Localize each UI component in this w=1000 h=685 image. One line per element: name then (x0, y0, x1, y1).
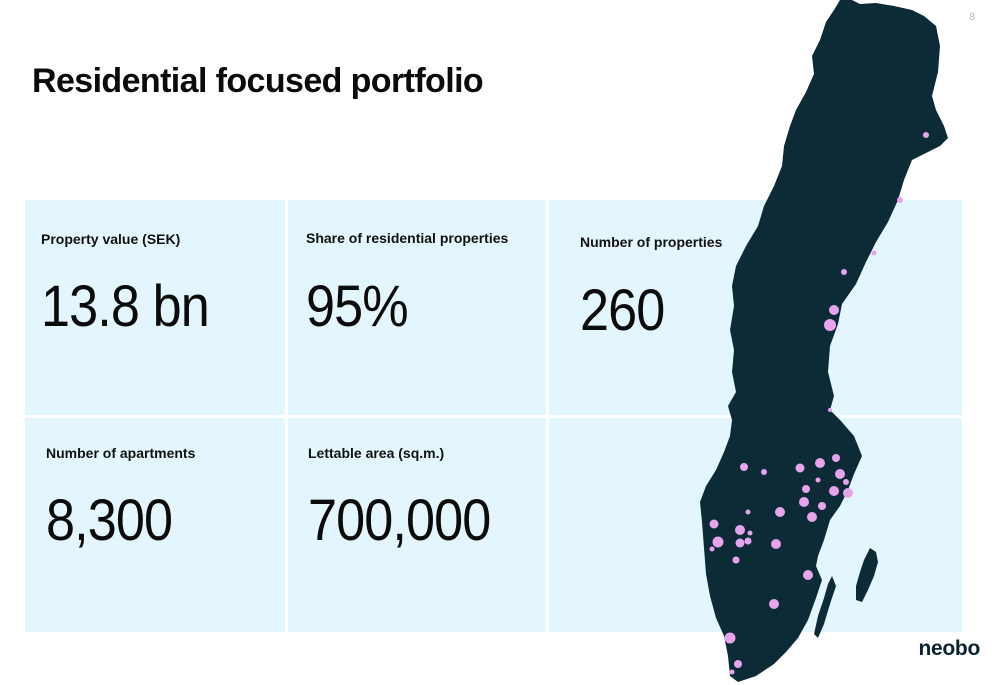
sweden-map (700, 0, 948, 682)
metric-label: Property value (SEK) (41, 231, 181, 247)
location-dot-icon (871, 250, 877, 256)
location-dot-icon (803, 570, 813, 580)
location-dot-icon (841, 269, 847, 275)
location-dot-icon (735, 525, 745, 535)
location-dot-icon (745, 509, 751, 515)
location-dot-icon (732, 556, 740, 564)
location-dot-icon (740, 463, 748, 471)
location-dot-icon (709, 519, 719, 529)
location-dot-icon (729, 669, 735, 675)
location-dot-icon (712, 536, 724, 548)
location-dot-icon (747, 530, 753, 536)
location-dot-icon (771, 539, 781, 549)
neobo-logo: neobo (918, 637, 981, 660)
location-markers (709, 132, 929, 675)
page-number: 8 (969, 12, 975, 23)
location-dot-icon (835, 469, 845, 479)
location-dot-icon (897, 197, 903, 203)
location-dot-icon (818, 502, 826, 510)
location-dot-icon (824, 319, 836, 331)
location-dot-icon (815, 458, 825, 468)
location-dot-icon (829, 305, 839, 315)
location-dot-icon (775, 507, 785, 517)
oland-island (814, 576, 836, 638)
location-dot-icon (799, 497, 809, 507)
metric-card-lettable-area: Lettable area (sq.m.) 700,000 (288, 418, 546, 632)
location-dot-icon (828, 408, 832, 412)
location-dot-icon (709, 546, 715, 552)
location-dot-icon (807, 512, 817, 522)
location-dot-icon (795, 463, 805, 473)
location-dot-icon (832, 454, 840, 462)
metric-card-number-of-apartments: Number of apartments 8,300 (25, 418, 285, 632)
metric-label: Number of properties (580, 234, 723, 250)
location-dot-icon (761, 469, 767, 475)
location-dot-icon (802, 485, 810, 493)
location-dot-icon (923, 132, 929, 138)
location-dot-icon (829, 486, 839, 496)
page-title: Residential focused portfolio (32, 62, 484, 100)
location-dot-icon (769, 599, 779, 609)
location-dot-icon (815, 477, 821, 483)
metric-value: 95% (306, 274, 409, 339)
location-dot-icon (744, 537, 752, 545)
location-dot-icon (735, 538, 745, 548)
metric-label: Number of apartments (46, 445, 196, 461)
metric-value: 13.8 bn (41, 274, 210, 339)
metric-card-residential-share: Share of residential properties 95% (288, 200, 546, 415)
metric-card-property-value: Property value (SEK) 13.8 bn (25, 200, 285, 415)
metric-value: 260 (580, 278, 665, 343)
metric-value: 700,000 (308, 488, 491, 553)
gotland-island (856, 548, 878, 602)
location-dot-icon (843, 479, 849, 485)
location-dot-icon (724, 632, 736, 644)
metric-value: 8,300 (46, 488, 173, 553)
sweden-outline (700, 0, 948, 682)
metric-label: Lettable area (sq.m.) (308, 445, 445, 461)
metric-label: Share of residential properties (306, 230, 509, 246)
location-dot-icon (734, 660, 742, 668)
location-dot-icon (843, 488, 853, 498)
